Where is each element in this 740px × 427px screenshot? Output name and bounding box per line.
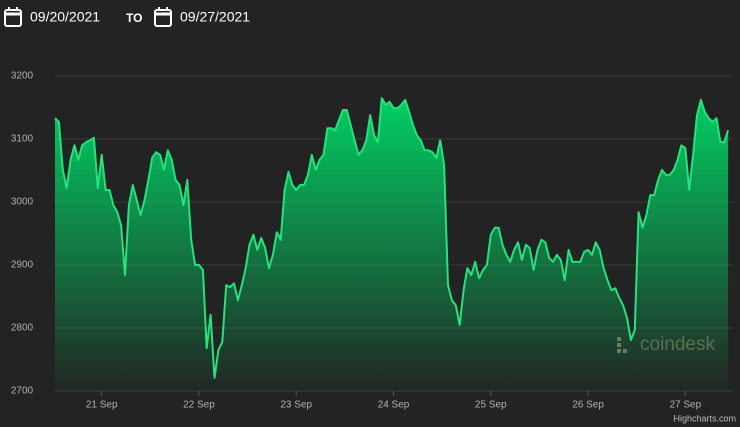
start-date[interactable]: 09/20/2021: [30, 9, 100, 25]
to-label: TO: [126, 11, 142, 25]
plot: [54, 97, 730, 391]
area: [55, 98, 729, 391]
x-tick-label: 23 Sep: [280, 400, 312, 411]
calendar-icon[interactable]: [154, 7, 172, 27]
x-tick-label: 22 Sep: [183, 400, 215, 411]
line: [54, 97, 730, 379]
date-range: 09/20/2021 TO 09/27/2021: [4, 7, 250, 27]
y-tick-label: 2700: [11, 386, 34, 397]
x-tick-label: 25 Sep: [475, 400, 507, 411]
x-tick-label: 24 Sep: [378, 400, 410, 411]
calendar-icon[interactable]: [4, 7, 22, 27]
y-tick-label: 3000: [11, 197, 34, 208]
x-axis: 21 Sep 22 Sep 23 Sep 24 Sep 25 Sep 26 Sep 27 S…: [86, 391, 702, 411]
x-tick-label: 21 Sep: [86, 400, 118, 411]
watermark-text: coindesk: [640, 334, 715, 355]
watermark: coindesk: [617, 334, 715, 355]
y-tick-label: 3200: [11, 71, 34, 82]
y-tick-label: 3100: [11, 134, 34, 145]
x-tick-label: 27 Sep: [669, 400, 701, 411]
credit[interactable]: Highcharts.com: [673, 413, 736, 423]
y-tick-label: 2800: [11, 323, 34, 334]
y-tick-label: 2900: [11, 260, 34, 271]
x-tick-label: 26 Sep: [572, 400, 604, 411]
end-date[interactable]: 09/27/2021: [180, 9, 250, 25]
